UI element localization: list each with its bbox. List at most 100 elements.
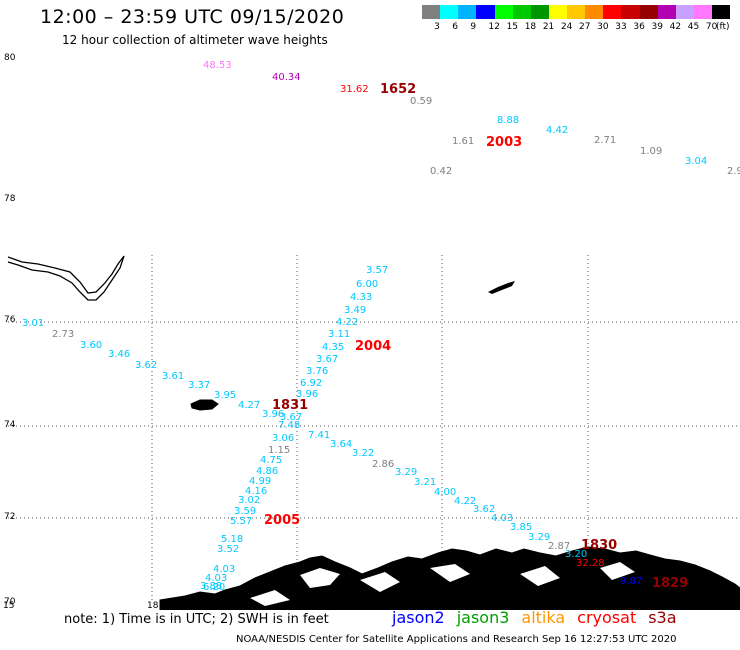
legend-swatch <box>603 5 622 19</box>
legend-swatch <box>476 5 495 19</box>
legend-label: 3 <box>434 22 440 32</box>
wave-height-label: 3.62 <box>473 504 495 515</box>
latitude-label: 72 <box>4 512 15 522</box>
wave-height-label: 1.09 <box>640 146 662 157</box>
wave-height-label: 7.48 <box>278 420 300 431</box>
wave-height-label: 2.73 <box>52 329 74 340</box>
longitude-label: 21 <box>292 601 303 610</box>
wave-height-values: 48.53 40.34 31.62 0.59 8.88 4.42 1.61 2.71 1.09 0… <box>22 60 740 593</box>
legend-label: 18 <box>524 22 537 32</box>
color-scale-labels: 3 6 9 12 15 18 21 24 27 30 33 36 39 42 45 70 (ft) <box>422 22 740 34</box>
legend-swatch <box>458 5 477 19</box>
wave-height-label: 3.85 <box>510 522 532 533</box>
legend-label: 27 <box>579 22 591 32</box>
wave-height-label: 0.59 <box>410 96 432 107</box>
longitude-label: 18 <box>147 601 159 610</box>
chart-title: 12:00 – 23:59 UTC 09/15/2020 <box>40 6 345 28</box>
wave-height-label: 2.86 <box>372 459 394 470</box>
wave-height-label: 1.15 <box>268 445 290 456</box>
legend-label: (ft) <box>716 22 730 32</box>
wave-height-label: 3.46 <box>108 349 130 360</box>
wave-height-label: 3.20 <box>565 549 587 560</box>
longitude-label: 24 <box>437 601 449 610</box>
legend-swatch <box>530 5 549 19</box>
satellite-s3a: s3a <box>648 608 677 627</box>
wave-height-label: 6.20 <box>203 582 225 593</box>
wave-height-label: 0.42 <box>430 166 452 177</box>
wave-height-label: 31.62 <box>340 84 369 95</box>
legend-label: 45 <box>687 22 700 32</box>
wave-height-label: 2.71 <box>594 135 616 146</box>
note-text: note: 1) Time is in UTC; 2) SWH is in fe… <box>64 612 329 627</box>
legend-swatch <box>567 5 586 19</box>
pass-time-label: 1652 <box>380 82 416 97</box>
wave-height-label: 8.88 <box>497 115 519 126</box>
legend-label: 39 <box>651 22 663 32</box>
wave-height-label: 3.88 <box>200 581 222 592</box>
wave-height-label: 3.01 <box>22 318 44 329</box>
satellite-legend: jason2 jason3 altika cryosat s3a <box>392 608 689 627</box>
kvitoya-island <box>488 281 515 294</box>
satellite-jason3: jason3 <box>456 608 510 627</box>
wave-height-label: 5.57 <box>230 516 252 527</box>
legend-label: 33 <box>615 22 627 32</box>
satellite-altika: altika <box>521 608 566 627</box>
wave-height-label: 3.29 <box>395 467 417 478</box>
wave-height-label: 3.61 <box>162 371 184 382</box>
wave-height-label: 4.35 <box>322 342 344 353</box>
wave-height-label: 3.11 <box>328 329 350 340</box>
wave-height-label: 4.03 <box>213 564 235 575</box>
legend-swatch <box>693 5 712 19</box>
legend-swatch <box>440 5 459 19</box>
wave-height-label: 2.9 <box>727 166 740 177</box>
satellite-cryosat: cryosat <box>577 608 637 627</box>
legend-label: 6 <box>452 22 458 32</box>
latitude-label: 78 <box>4 194 16 204</box>
chart-subtitle: 12 hour collection of altimeter wave hei… <box>62 33 328 47</box>
latitude-label: 76 <box>4 315 16 325</box>
pass-time-labels: 1652 2003 2004 1831 2005 1830 1829 <box>264 82 688 591</box>
wave-height-label: 3.64 <box>330 439 352 450</box>
wave-height-label: 9.87 <box>620 576 642 587</box>
wave-height-label: 3.59 <box>234 506 256 517</box>
legend-swatch <box>512 5 531 19</box>
legend-label: 12 <box>488 22 500 32</box>
wave-height-label: 3.62 <box>135 360 157 371</box>
pass-time-label: 2005 <box>264 513 300 528</box>
lat-lon-grid <box>8 255 738 600</box>
wave-height-label: 7.41 <box>308 430 330 441</box>
legend-label: 9 <box>470 22 477 32</box>
wave-height-label: 4.03 <box>205 573 227 584</box>
latitude-label: 74 <box>4 420 16 430</box>
latitude-label: 70 <box>4 597 16 607</box>
legend-label: 36 <box>633 22 645 32</box>
wave-height-label: 3.37 <box>188 380 210 391</box>
bjornoya-island <box>190 399 219 411</box>
legend-label: 42 <box>669 22 682 32</box>
legend-label: 21 <box>542 22 555 32</box>
wave-height-label: 4.33 <box>350 292 372 303</box>
wave-height-label: 4.16 <box>245 486 267 497</box>
longitude-label: 27 <box>583 601 594 610</box>
wave-height-label: 4.22 <box>336 317 358 328</box>
wave-height-label: 40.34 <box>272 72 301 83</box>
legend-swatch <box>657 5 676 19</box>
wave-height-label: 5.18 <box>221 534 243 545</box>
wave-height-label: 3.67 <box>280 412 302 423</box>
legend-swatch <box>548 5 567 19</box>
latitude-label: 80 <box>4 53 16 63</box>
wave-height-label: 1.61 <box>452 136 474 147</box>
wave-height-label: 3.95 <box>214 390 236 401</box>
wave-height-label: 3.29 <box>528 532 550 543</box>
wave-height-label: 32.28 <box>576 558 605 569</box>
wave-height-label: 4.27 <box>238 400 260 411</box>
wave-height-label: 4.00 <box>434 487 456 498</box>
legend-label: 30 <box>597 22 609 32</box>
legend-swatch <box>639 5 658 19</box>
wave-height-label: 3.67 <box>316 354 338 365</box>
legend-label: 24 <box>560 22 573 32</box>
legend-swatch <box>422 5 441 19</box>
wave-height-label: 3.06 <box>272 433 294 444</box>
